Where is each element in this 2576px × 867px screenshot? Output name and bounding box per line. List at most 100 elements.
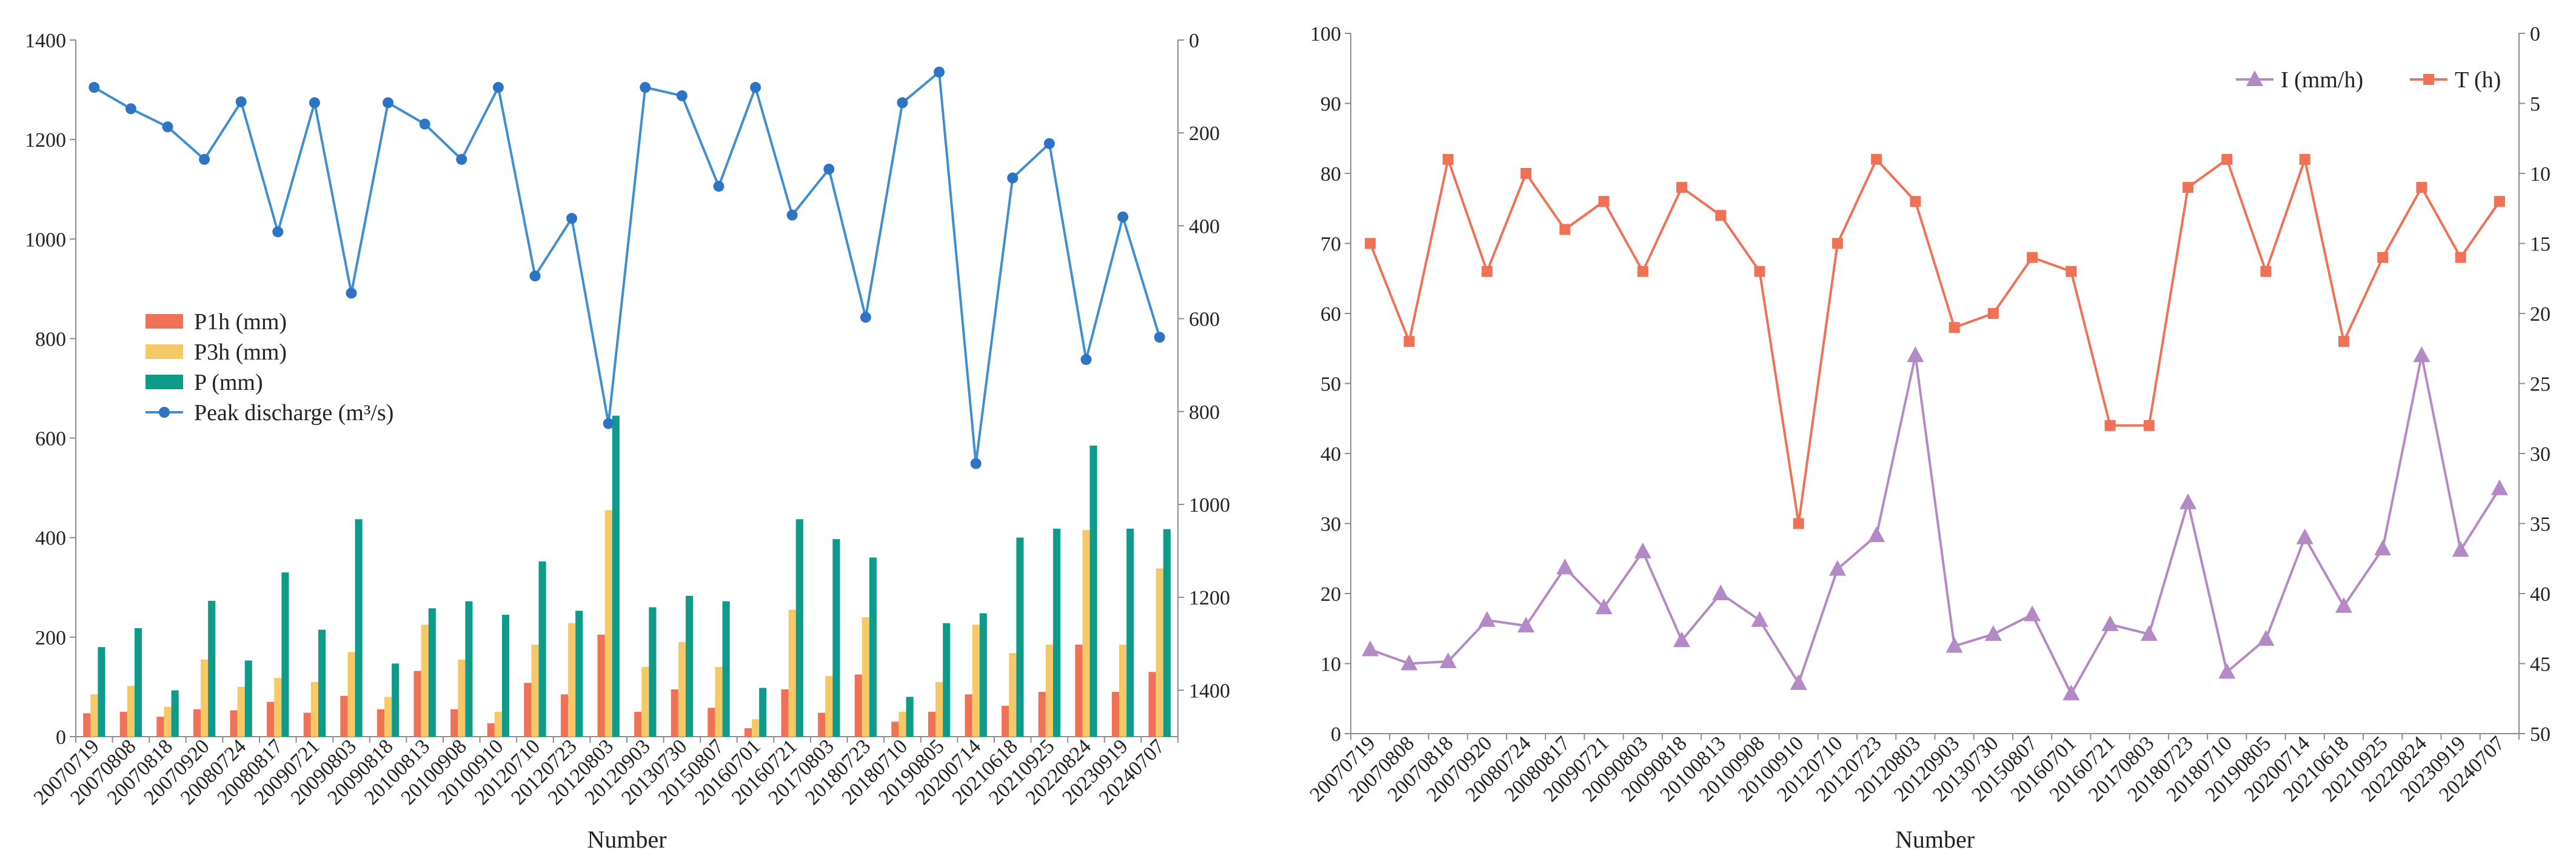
bar-p3h [678, 642, 686, 737]
peak-discharge-point [199, 153, 210, 165]
x-axis-title: Number [587, 826, 666, 853]
intensity-point [1828, 560, 1846, 576]
bar-p1h [230, 710, 238, 737]
duration-point [2455, 252, 2466, 263]
right-tick-label: 40 [2530, 583, 2551, 606]
duration-point [2183, 182, 2194, 193]
duration-point [1949, 322, 1960, 333]
bar-p3h [604, 510, 612, 737]
intensity-point [1945, 637, 1963, 653]
intensity-point [1634, 542, 1651, 558]
duration-point [1442, 153, 1454, 165]
left-tick-label: 30 [1320, 514, 1341, 536]
left-tick-label: 1400 [25, 30, 66, 52]
bar-p3h [715, 667, 723, 737]
right-tick-label: 25 [2530, 373, 2551, 396]
peak-discharge-point [309, 97, 320, 109]
peak-discharge-point [1043, 138, 1055, 149]
intensity-point [2335, 597, 2352, 613]
intensity-point [2024, 605, 2041, 621]
bar-p1h [267, 701, 275, 737]
bar-p3h [898, 711, 906, 737]
peak-discharge-point [492, 82, 504, 93]
peak-discharge-point [1080, 354, 1092, 366]
bar-p1h [781, 689, 789, 737]
bar-p1h [376, 709, 385, 737]
duration-point [2377, 252, 2389, 263]
bar-p [685, 595, 694, 737]
bar-p [979, 613, 987, 737]
duration-point [1676, 182, 1687, 193]
bar-p3h [1119, 644, 1127, 737]
left-tick-label: 200 [35, 627, 66, 649]
peak-discharge-point [934, 66, 945, 78]
intensity-point [2180, 493, 2197, 509]
peak-discharge-point [860, 312, 871, 323]
peak-discharge-point [419, 118, 430, 130]
legend-marker-duration [2423, 74, 2434, 85]
bar-p1h [524, 683, 532, 737]
right-tick-label: 200 [1189, 122, 1220, 145]
bar-p1h [854, 674, 862, 737]
duration-point [2416, 182, 2427, 193]
bar-p3h [531, 644, 539, 737]
left-tick-label: 50 [1320, 373, 1341, 396]
duration-point [1871, 153, 1882, 165]
bar-p1h [1148, 672, 1156, 737]
right-tick-label: 30 [2530, 443, 2551, 466]
bar-p [208, 600, 216, 737]
bar-p [171, 690, 179, 737]
legend-label: T (h) [2455, 67, 2501, 93]
right-tick-label: 35 [2530, 514, 2551, 536]
right-tick-label: 800 [1189, 401, 1220, 424]
intensity-point [2062, 685, 2080, 701]
intensity-point [1517, 617, 1535, 633]
legend-label: Peak discharge (m³/s) [194, 400, 393, 426]
bar-p3h [861, 617, 869, 737]
bar-p [392, 663, 400, 737]
duration-point [1521, 168, 1532, 179]
intensity-point [1556, 558, 1574, 575]
duration-point [1987, 308, 1999, 319]
right-tick-label: 45 [2530, 654, 2551, 676]
bar-p3h [458, 659, 466, 737]
bar-p [244, 660, 252, 737]
bar-p1h [1038, 692, 1046, 737]
peak-discharge-point [89, 82, 100, 93]
bar-p3h [421, 624, 429, 737]
bar-p1h [597, 634, 605, 737]
peak-discharge-point [640, 82, 651, 93]
duration-point [1403, 336, 1415, 347]
intensity-point [1751, 611, 1768, 627]
intensity-point [2218, 663, 2236, 679]
bar-p1h [671, 689, 678, 737]
legend-swatch-p1h [146, 314, 183, 329]
peak-discharge-point [272, 226, 284, 238]
peak-discharge-point [970, 458, 982, 469]
left-tick-label: 100 [1310, 23, 1341, 45]
left-tick-label: 800 [35, 328, 66, 350]
intensity-line [1370, 355, 2501, 697]
duration-point [2260, 266, 2272, 277]
bar-p3h [641, 667, 649, 737]
bar-p3h [201, 659, 209, 737]
bar-p1h [193, 709, 201, 737]
intensity-point [1400, 654, 1418, 671]
bar-p3h [494, 711, 502, 737]
left-tick-label: 600 [35, 428, 66, 450]
bar-p3h [568, 623, 576, 737]
left-tick-label: 1000 [25, 229, 66, 251]
intensity-point [1595, 598, 1613, 615]
left-tick-label: 0 [56, 726, 66, 749]
intensity-point [1984, 624, 2002, 641]
right-tick-label: 1000 [1189, 494, 1230, 517]
peak-discharge-line [93, 69, 1161, 464]
bar-p [832, 539, 840, 737]
peak-discharge-point [713, 181, 724, 192]
legend-label: P (mm) [194, 370, 263, 395]
bar-p1h [487, 723, 495, 737]
duration-point [1910, 196, 1921, 207]
bar-p3h [752, 719, 760, 737]
peak-discharge-point [786, 209, 798, 221]
